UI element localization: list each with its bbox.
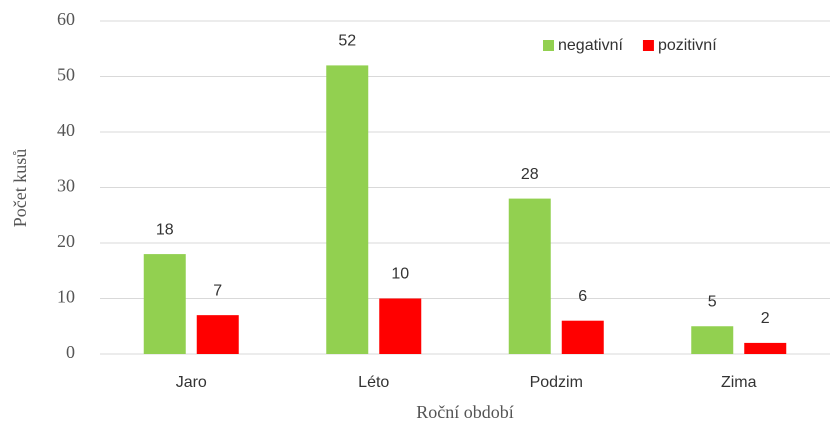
- x-tick-label: Jaro: [176, 374, 207, 391]
- data-label: 7: [213, 282, 222, 299]
- data-label: 2: [761, 310, 770, 327]
- bar: [143, 254, 186, 354]
- x-tick-label: Podzim: [530, 374, 583, 391]
- bar: [196, 315, 239, 354]
- data-label: 10: [391, 266, 409, 283]
- data-label: 18: [156, 221, 174, 238]
- y-tick-label: 60: [57, 9, 75, 29]
- data-label: 5: [708, 293, 717, 310]
- bar: [691, 326, 734, 354]
- x-tick-label: Léto: [358, 374, 389, 391]
- bar: [508, 198, 551, 354]
- y-tick-label: 20: [57, 231, 75, 251]
- legend-label: negativní: [558, 37, 623, 54]
- bar: [326, 65, 369, 355]
- legend-label: pozitivní: [658, 37, 717, 54]
- y-tick-label: 0: [66, 342, 75, 362]
- y-tick-label: 30: [57, 176, 75, 196]
- y-tick-label: 10: [57, 287, 75, 307]
- y-axis-label: Počet kusů: [10, 149, 30, 228]
- data-label: 28: [521, 166, 539, 183]
- bar: [561, 320, 604, 354]
- bar: [379, 298, 422, 354]
- data-label: 52: [338, 33, 356, 50]
- y-tick-label: 50: [57, 65, 75, 85]
- y-tick-label: 40: [57, 120, 75, 140]
- legend-swatch: [642, 40, 654, 51]
- legend-swatch: [543, 40, 554, 51]
- bar: [744, 342, 787, 354]
- data-label: 6: [578, 288, 587, 305]
- x-tick-label: Zima: [721, 374, 757, 391]
- x-axis-label: Roční období: [416, 402, 514, 422]
